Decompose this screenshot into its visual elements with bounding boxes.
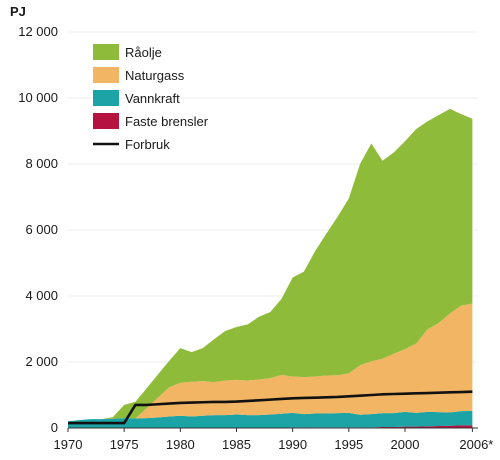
axis-layer: PJ 0 2 000 4 000 6 000 8 000 10 000 12 000 1970… [10, 4, 493, 452]
area-naturgass [68, 303, 473, 422]
area-vannkraft [68, 410, 473, 428]
legend-swatch-råolje [93, 44, 119, 60]
y-tick-label: 8 000 [25, 156, 58, 171]
legend-label-naturgass: Naturgass [125, 68, 185, 83]
line-layer [68, 390, 473, 425]
x-tick-label: 2006* [459, 437, 493, 452]
legend-label-forbruk: Forbruk [125, 137, 170, 152]
y-tick-label: 10 000 [18, 90, 58, 105]
area-layer [68, 108, 473, 428]
legend-label-vannkraft: Vannkraft [125, 91, 180, 106]
x-tick-label: 2000 [391, 437, 420, 452]
y-tick-label: 0 [51, 420, 58, 435]
x-tick-label: 1985 [222, 437, 251, 452]
area-råolje [68, 108, 473, 422]
x-tick-label: 1970 [54, 437, 83, 452]
y-tick-label: 2 000 [25, 354, 58, 369]
x-tick-label: 1995 [334, 437, 363, 452]
y-axis-unit-label: PJ [10, 4, 26, 19]
y-tick-label: 4 000 [25, 288, 58, 303]
x-tick-label: 1975 [110, 437, 139, 452]
legend-swatch-faste-brensler [93, 113, 119, 129]
y-tick-label: 12 000 [18, 24, 58, 39]
legend-swatch-vannkraft [93, 90, 119, 106]
legend-swatch-naturgass [93, 67, 119, 83]
line-forbruk [68, 390, 473, 425]
y-tick-label: 6 000 [25, 222, 58, 237]
x-tick-label: 1980 [166, 437, 195, 452]
x-tick-label: 1990 [278, 437, 307, 452]
legend: Råolje Naturgass Vannkraft Faste brensler Fo… [93, 44, 209, 152]
legend-label-faste-brensler: Faste brensler [125, 114, 209, 129]
legend-label-råolje: Råolje [125, 45, 162, 60]
